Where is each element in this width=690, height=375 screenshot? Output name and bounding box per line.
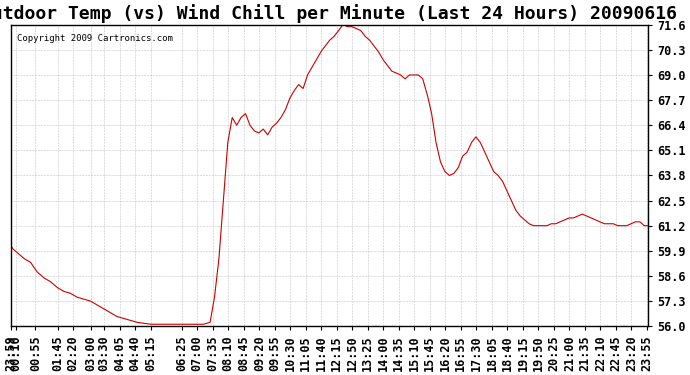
Text: Copyright 2009 Cartronics.com: Copyright 2009 Cartronics.com bbox=[17, 34, 173, 43]
Title: Outdoor Temp (vs) Wind Chill per Minute (Last 24 Hours) 20090616: Outdoor Temp (vs) Wind Chill per Minute … bbox=[0, 4, 678, 23]
